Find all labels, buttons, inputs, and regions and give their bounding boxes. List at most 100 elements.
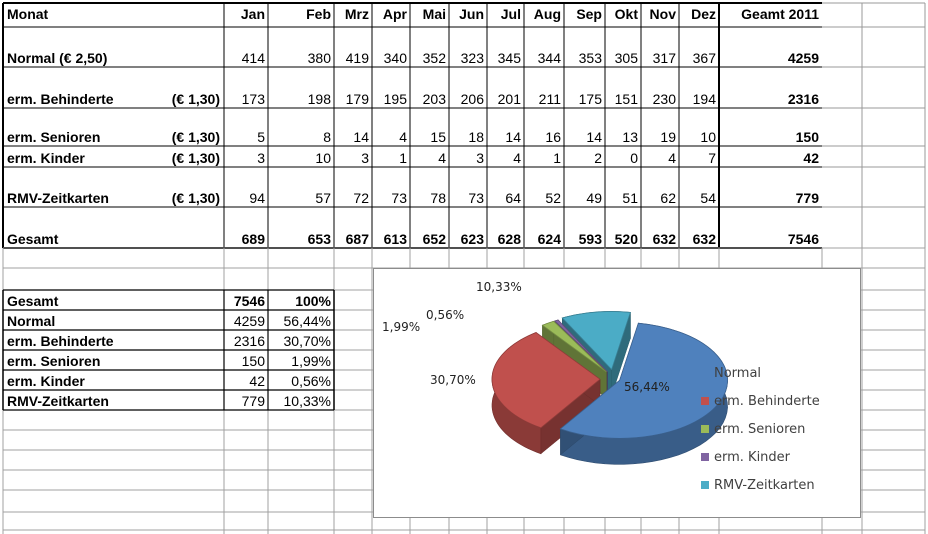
header-cell[interactable]: Apr (382, 6, 407, 22)
value-cell[interactable]: 8 (323, 129, 331, 145)
value-cell[interactable]: 57 (315, 190, 331, 206)
value-cell[interactable]: 345 (497, 50, 521, 66)
row-label[interactable]: erm. Behinderte (7, 91, 114, 107)
value-cell[interactable]: 323 (460, 50, 484, 66)
value-cell[interactable]: 340 (383, 50, 407, 66)
summary-row-count[interactable]: 2316 (233, 333, 265, 349)
value-cell[interactable]: 173 (241, 91, 265, 107)
value-cell[interactable]: 151 (614, 91, 638, 107)
value-cell[interactable]: 353 (578, 50, 602, 66)
total-cell[interactable]: 42 (803, 150, 819, 166)
value-cell[interactable]: 206 (460, 91, 484, 107)
summary-header-count[interactable]: 7546 (233, 293, 265, 309)
header-cell[interactable]: Mrz (344, 6, 369, 22)
header-cell[interactable]: Jul (500, 6, 521, 22)
total-cell[interactable]: 779 (795, 190, 819, 206)
header-cell[interactable]: Feb (306, 6, 331, 22)
summary-row-count[interactable]: 779 (241, 393, 265, 409)
value-cell[interactable]: 13 (622, 129, 638, 145)
value-cell[interactable]: 4 (513, 150, 521, 166)
header-cell[interactable]: Monat (7, 6, 49, 22)
value-cell[interactable]: 2 (594, 150, 602, 166)
total-cell[interactable]: 150 (795, 129, 819, 145)
value-cell[interactable]: 3 (361, 150, 369, 166)
total-cell[interactable]: 7546 (787, 231, 819, 247)
value-cell[interactable]: 175 (578, 91, 602, 107)
header-cell[interactable]: Nov (649, 6, 676, 22)
total-cell[interactable]: 2316 (787, 91, 819, 107)
value-cell[interactable]: 14 (505, 129, 521, 145)
value-cell[interactable]: 628 (497, 231, 521, 247)
summary-row-label[interactable]: erm. Behinderte (7, 333, 114, 349)
value-cell[interactable]: 78 (430, 190, 446, 206)
row-label[interactable]: erm. Senioren (7, 129, 101, 145)
row-price[interactable]: (€ 1,30) (171, 91, 220, 107)
value-cell[interactable]: 179 (345, 91, 369, 107)
value-cell[interactable]: 4 (668, 150, 676, 166)
row-label[interactable]: Gesamt (7, 231, 59, 247)
row-label[interactable]: erm. Kinder (7, 150, 85, 166)
value-cell[interactable]: 54 (700, 190, 716, 206)
value-cell[interactable]: 5 (257, 129, 265, 145)
value-cell[interactable]: 194 (692, 91, 716, 107)
value-cell[interactable]: 344 (537, 50, 561, 66)
value-cell[interactable]: 16 (545, 129, 561, 145)
value-cell[interactable]: 623 (460, 231, 484, 247)
value-cell[interactable]: 7 (708, 150, 716, 166)
summary-row-count[interactable]: 4259 (233, 313, 265, 329)
value-cell[interactable]: 201 (497, 91, 521, 107)
header-cell[interactable]: Mai (422, 6, 446, 22)
value-cell[interactable]: 4 (438, 150, 446, 166)
value-cell[interactable]: 414 (241, 50, 265, 66)
value-cell[interactable]: 652 (422, 231, 446, 247)
value-cell[interactable]: 19 (660, 129, 676, 145)
value-cell[interactable]: 203 (422, 91, 446, 107)
pie-slice[interactable] (559, 322, 728, 465)
value-cell[interactable]: 419 (345, 50, 369, 66)
value-cell[interactable]: 3 (476, 150, 484, 166)
summary-row-percent[interactable]: 10,33% (283, 393, 331, 409)
header-cell[interactable]: Aug (533, 6, 561, 22)
value-cell[interactable]: 52 (545, 190, 561, 206)
summary-row-label[interactable]: RMV-Zeitkarten (7, 393, 109, 409)
value-cell[interactable]: 15 (430, 129, 446, 145)
value-cell[interactable]: 653 (307, 231, 331, 247)
header-cell[interactable]: Dez (691, 6, 716, 22)
value-cell[interactable]: 94 (249, 190, 265, 206)
value-cell[interactable]: 520 (614, 231, 638, 247)
summary-row-percent[interactable]: 0,56% (291, 373, 331, 389)
value-cell[interactable]: 317 (652, 50, 676, 66)
value-cell[interactable]: 352 (422, 50, 446, 66)
value-cell[interactable]: 73 (391, 190, 407, 206)
value-cell[interactable]: 687 (345, 231, 369, 247)
value-cell[interactable]: 51 (622, 190, 638, 206)
value-cell[interactable]: 380 (307, 50, 331, 66)
value-cell[interactable]: 689 (241, 231, 265, 247)
value-cell[interactable]: 72 (353, 190, 369, 206)
value-cell[interactable]: 3 (257, 150, 265, 166)
header-cell[interactable]: Okt (614, 6, 638, 22)
summary-row-label[interactable]: erm. Senioren (7, 353, 101, 369)
value-cell[interactable]: 211 (538, 91, 561, 107)
row-price[interactable]: (€ 1,30) (171, 129, 220, 145)
row-label[interactable]: Normal (€ 2,50) (7, 50, 108, 66)
value-cell[interactable]: 0 (630, 150, 638, 166)
row-price[interactable]: (€ 1,30) (171, 150, 220, 166)
total-cell[interactable]: 4259 (787, 50, 819, 66)
summary-header-percent[interactable]: 100% (295, 293, 331, 309)
value-cell[interactable]: 4 (399, 129, 407, 145)
value-cell[interactable]: 64 (505, 190, 521, 206)
value-cell[interactable]: 305 (614, 50, 638, 66)
value-cell[interactable]: 14 (586, 129, 602, 145)
header-cell[interactable]: Jan (240, 6, 265, 22)
value-cell[interactable]: 62 (660, 190, 676, 206)
value-cell[interactable]: 632 (652, 231, 676, 247)
header-cell[interactable]: Geamt 2011 (741, 6, 819, 22)
row-price[interactable]: (€ 1,30) (171, 190, 220, 206)
summary-row-label[interactable]: erm. Kinder (7, 373, 85, 389)
value-cell[interactable]: 230 (652, 91, 676, 107)
value-cell[interactable]: 613 (383, 231, 407, 247)
value-cell[interactable]: 624 (537, 231, 561, 247)
value-cell[interactable]: 1 (399, 150, 407, 166)
summary-row-percent[interactable]: 56,44% (283, 313, 331, 329)
